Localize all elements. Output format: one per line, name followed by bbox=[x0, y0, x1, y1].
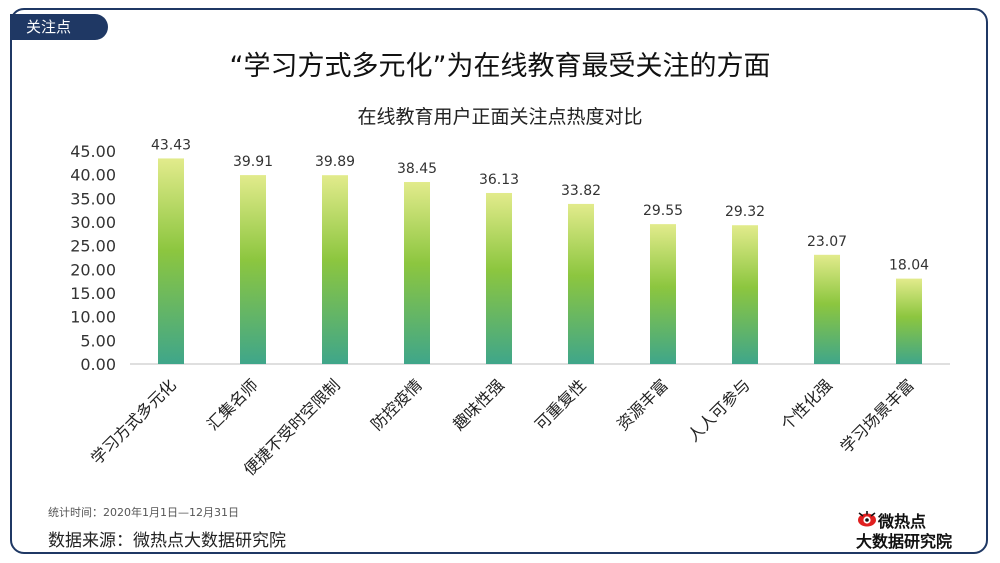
y-tick-label: 30.00 bbox=[70, 213, 116, 232]
data-label: 39.91 bbox=[233, 154, 273, 170]
data-label: 18.04 bbox=[889, 258, 929, 274]
x-tick-label: 学习方式多元化 bbox=[87, 375, 180, 468]
bar bbox=[814, 254, 840, 364]
bar bbox=[404, 182, 430, 364]
data-label: 23.07 bbox=[807, 234, 847, 250]
y-tick-label: 15.00 bbox=[70, 284, 116, 303]
bar-chart: 0.00 5.00 10.00 15.00 20.00 25.00 30.00 35.00 40… bbox=[70, 137, 950, 479]
y-tick-label: 40.00 bbox=[70, 166, 116, 185]
logo-subtitle: 大数据研究院 bbox=[856, 532, 953, 551]
bar bbox=[158, 158, 184, 364]
x-tick-label: 防控疫情 bbox=[367, 375, 426, 434]
chart-title: 在线教育用户正面关注点热度对比 bbox=[357, 106, 643, 128]
logo: 微热点 大数据研究院 bbox=[856, 508, 976, 551]
data-label: 29.55 bbox=[643, 203, 683, 219]
data-label: 36.13 bbox=[479, 172, 519, 188]
y-tick-label: 25.00 bbox=[70, 237, 116, 256]
y-tick-label: 20.00 bbox=[70, 260, 116, 279]
bar bbox=[486, 192, 512, 364]
slide-frame bbox=[10, 8, 988, 554]
y-tick-label: 35.00 bbox=[70, 189, 116, 208]
section-tag: 关注点 bbox=[10, 14, 108, 40]
logo-brand: 微热点 bbox=[878, 512, 927, 531]
x-tick-label: 趣味性强 bbox=[449, 375, 508, 434]
x-tick-label: 学习场景丰富 bbox=[837, 375, 918, 456]
y-tick-label: 5.00 bbox=[80, 331, 116, 350]
x-tick-label: 资源丰富 bbox=[613, 375, 672, 434]
y-tick-label: 45.00 bbox=[70, 142, 116, 161]
bar bbox=[650, 224, 676, 364]
data-source: 数据来源：微热点大数据研究院 bbox=[48, 531, 286, 551]
y-tick-label: 10.00 bbox=[70, 308, 116, 327]
x-tick-label: 人人可参与 bbox=[684, 375, 754, 445]
data-label: 43.43 bbox=[151, 137, 191, 153]
bar bbox=[568, 203, 594, 364]
data-label: 29.32 bbox=[725, 204, 765, 220]
bar bbox=[322, 175, 348, 364]
x-tick-label: 汇集名师 bbox=[203, 375, 262, 434]
x-tick-label: 可重复性 bbox=[531, 375, 590, 434]
bar bbox=[896, 278, 922, 364]
data-label: 39.89 bbox=[315, 154, 355, 170]
y-tick-label: 0.00 bbox=[80, 355, 116, 374]
x-tick-label: 个性化强 bbox=[777, 375, 836, 434]
logo-eye-icon bbox=[858, 511, 876, 527]
page-title: “学习方式多元化”为在线教育最受关注的方面 bbox=[229, 51, 771, 82]
statistics-period-note: 统计时间：2020年1月1日—12月31日 bbox=[48, 506, 239, 519]
bar bbox=[240, 175, 266, 364]
data-label: 38.45 bbox=[397, 161, 437, 177]
data-label: 33.82 bbox=[561, 183, 601, 199]
bar bbox=[732, 225, 758, 364]
